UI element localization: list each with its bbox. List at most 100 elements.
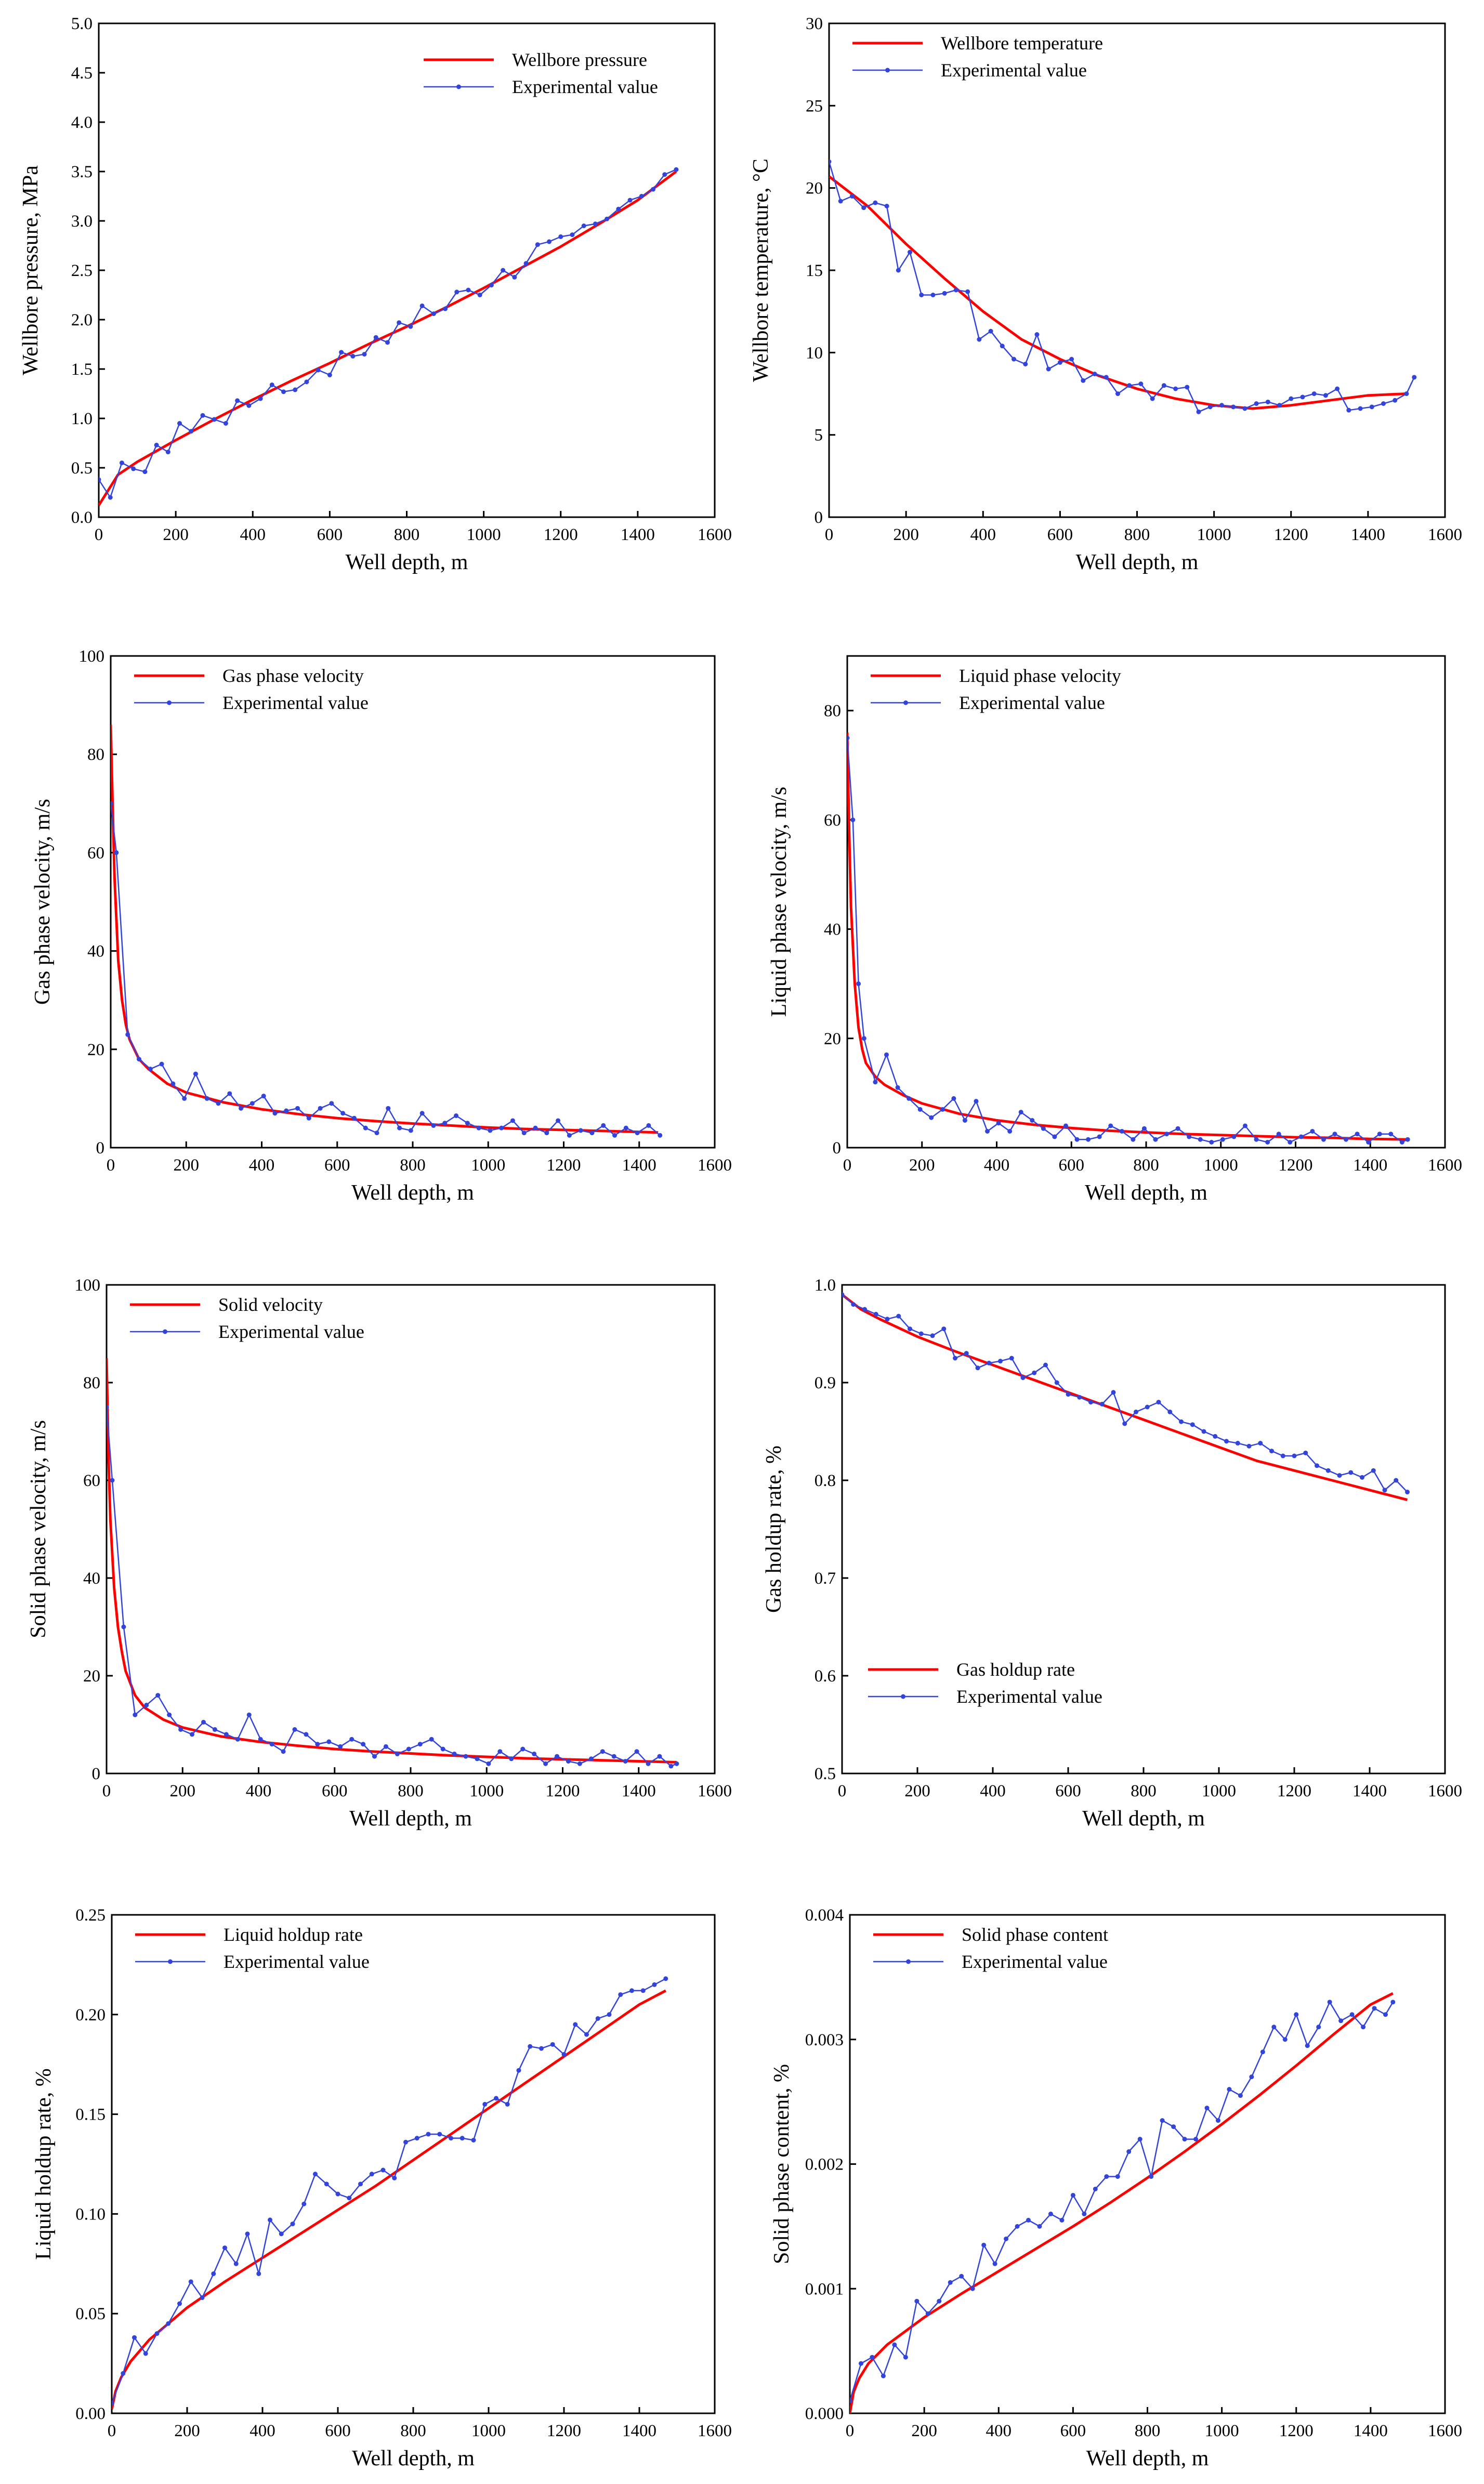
data-point bbox=[1127, 383, 1132, 388]
data-point bbox=[1052, 1134, 1057, 1139]
plot-area bbox=[99, 167, 679, 506]
data-point bbox=[1126, 2149, 1132, 2154]
data-point bbox=[1394, 1478, 1399, 1483]
data-point bbox=[1145, 1404, 1150, 1410]
data-point bbox=[1238, 2093, 1243, 2098]
data-point bbox=[505, 2101, 510, 2107]
data-point bbox=[567, 1133, 572, 1138]
y-tick-label: 0.20 bbox=[75, 2006, 106, 2025]
data-point bbox=[1009, 1356, 1014, 1361]
y-tick-label: 5.0 bbox=[71, 15, 93, 33]
data-point bbox=[1289, 396, 1294, 401]
y-tick-label: 15 bbox=[806, 261, 823, 280]
y-tick-label: 0.6 bbox=[815, 1667, 836, 1686]
chart-panel-p1: 0 200 400 600 800 1000 1200 1400 1600 0.0 0.5 1.0 1.… bbox=[19, 15, 732, 574]
x-tick-label: 1000 bbox=[471, 1156, 505, 1175]
data-point bbox=[397, 1125, 402, 1131]
y-tick-label: 20 bbox=[83, 1667, 100, 1686]
data-point bbox=[1018, 1110, 1023, 1115]
x-axis-label: Well depth, m bbox=[352, 2447, 475, 2470]
data-point bbox=[663, 1976, 668, 1981]
plot-frame bbox=[111, 1914, 716, 2414]
data-point bbox=[1277, 403, 1282, 408]
x-tick-label: 0 bbox=[846, 2422, 855, 2440]
data-point bbox=[1260, 2049, 1265, 2055]
data-point bbox=[873, 200, 878, 205]
y-tick-label: 3.0 bbox=[71, 212, 93, 231]
legend-label: Solid velocity bbox=[218, 1294, 323, 1315]
x-tick-label: 1400 bbox=[1351, 525, 1385, 544]
data-point bbox=[1179, 1419, 1184, 1424]
data-point bbox=[406, 1746, 411, 1752]
data-point bbox=[1321, 1137, 1326, 1142]
data-point bbox=[651, 187, 655, 192]
legend-marker bbox=[167, 700, 172, 705]
data-point bbox=[941, 1326, 947, 1332]
data-point bbox=[903, 2355, 908, 2360]
data-point bbox=[953, 1356, 957, 1361]
data-point bbox=[1348, 1470, 1354, 1475]
series-line-experimental bbox=[842, 1294, 1408, 1493]
data-point bbox=[573, 2022, 578, 2027]
data-point bbox=[914, 2298, 920, 2304]
data-point bbox=[1276, 1132, 1281, 1137]
data-point bbox=[431, 311, 436, 317]
x-tick-label: 1000 bbox=[1197, 525, 1231, 544]
x-tick-label: 800 bbox=[1133, 1156, 1159, 1175]
data-point bbox=[349, 1737, 354, 1742]
data-point bbox=[850, 817, 856, 822]
x-axis-label: Well depth, m bbox=[1085, 1181, 1207, 1205]
data-point bbox=[937, 2298, 942, 2304]
x-tick-label: 800 bbox=[1131, 1782, 1157, 1800]
data-point bbox=[177, 421, 182, 426]
data-point bbox=[327, 372, 332, 377]
y-axis-label: Liquid phase velocity, m/s bbox=[767, 787, 791, 1017]
series-line-model bbox=[112, 1989, 666, 2410]
data-point bbox=[862, 1307, 867, 1312]
data-point bbox=[165, 450, 170, 455]
data-point bbox=[177, 2301, 182, 2306]
data-point bbox=[1355, 1132, 1360, 1137]
data-point bbox=[272, 1111, 278, 1116]
data-point bbox=[829, 159, 832, 164]
x-tick-label: 1200 bbox=[544, 525, 578, 544]
data-point bbox=[627, 198, 633, 203]
data-point bbox=[842, 1292, 845, 1297]
data-point bbox=[318, 1106, 323, 1111]
data-point bbox=[351, 1115, 357, 1121]
series-line-experimental bbox=[107, 1407, 677, 1767]
x-tick-label: 1600 bbox=[698, 525, 732, 544]
x-tick-label: 800 bbox=[400, 1156, 426, 1175]
data-point bbox=[395, 1751, 400, 1756]
data-point bbox=[362, 352, 367, 357]
data-point bbox=[1213, 1434, 1218, 1439]
data-point bbox=[662, 172, 667, 177]
data-point bbox=[584, 2032, 589, 2037]
data-point bbox=[292, 1727, 297, 1732]
data-point bbox=[315, 1742, 320, 1747]
data-point bbox=[1209, 1139, 1214, 1145]
data-point bbox=[463, 1754, 468, 1759]
data-point bbox=[1227, 2087, 1232, 2092]
x-tick-label: 200 bbox=[174, 1156, 200, 1175]
series-line-model bbox=[111, 725, 659, 1134]
data-point bbox=[110, 1478, 115, 1483]
data-point bbox=[1246, 1443, 1252, 1449]
data-point bbox=[372, 1754, 377, 1759]
y-tick-label: 1.5 bbox=[71, 360, 93, 379]
data-point bbox=[1204, 2106, 1210, 2111]
x-axis-label: Well depth, m bbox=[351, 1181, 474, 1205]
data-point bbox=[1171, 2124, 1176, 2130]
data-point bbox=[1012, 357, 1016, 362]
data-point bbox=[523, 261, 529, 266]
data-point bbox=[1288, 1139, 1293, 1145]
y-tick-label: 0.8 bbox=[815, 1471, 836, 1490]
data-point bbox=[847, 735, 850, 741]
x-tick-label: 600 bbox=[322, 1782, 348, 1800]
data-point bbox=[975, 1365, 980, 1371]
data-point bbox=[657, 1754, 662, 1759]
series-line-model bbox=[107, 1358, 677, 1764]
y-tick-label: 2.0 bbox=[71, 311, 93, 330]
data-point bbox=[1119, 1128, 1124, 1134]
data-point bbox=[1372, 2006, 1377, 2011]
